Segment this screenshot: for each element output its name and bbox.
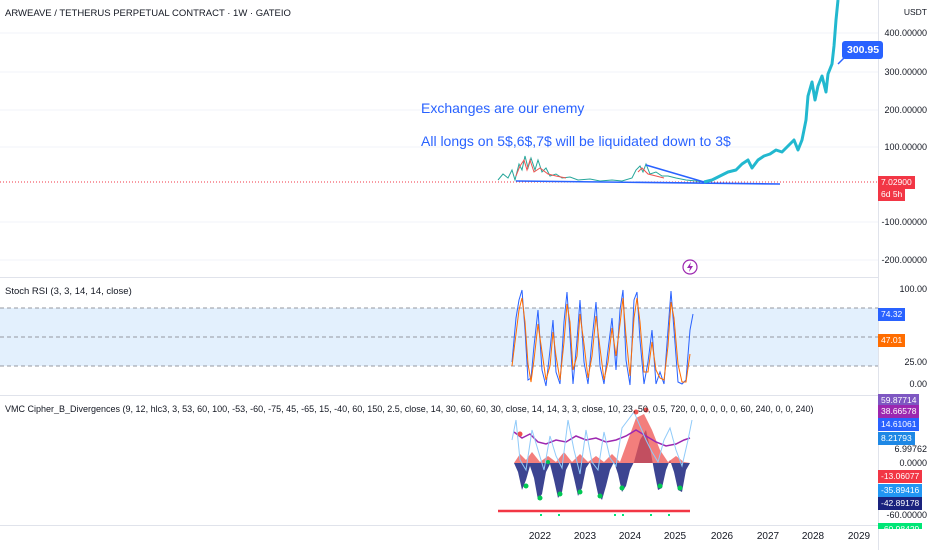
- symbol-title[interactable]: ARWEAVE / TETHERUS PERPETUAL CONTRACT · …: [5, 8, 291, 19]
- vmc-tag: -42.89178: [878, 497, 923, 510]
- vmc-tick: 0.0000: [899, 458, 927, 468]
- x-tick: 2023: [573, 531, 597, 542]
- vmc-buy-dots: [523, 460, 683, 501]
- projection-path: [703, 0, 840, 184]
- x-tick: 2028: [801, 531, 825, 542]
- pane-separator-stoch[interactable]: [0, 277, 932, 278]
- y-tick: 100.00000: [884, 142, 927, 152]
- x-tick: 2025: [663, 531, 687, 542]
- y-tick: -100.00000: [881, 217, 927, 227]
- x-tick: 2026: [710, 531, 734, 542]
- support-trendline: [515, 180, 781, 185]
- vmc-tag: -13.06077: [878, 470, 923, 483]
- stoch-k-tag: 74.32: [878, 308, 906, 321]
- vmc-mf-line: [513, 429, 691, 447]
- last-price-tag: 7.02900: [878, 176, 915, 189]
- x-tick: 2029: [847, 531, 871, 542]
- vmc-tag: 14.61061: [878, 418, 920, 431]
- time-axis-border: [0, 525, 932, 526]
- pane-separator-vmc[interactable]: [0, 395, 932, 396]
- vmc-wave-red: [514, 414, 690, 463]
- vmc-title[interactable]: VMC Cipher_B_Divergences (9, 12, hlc3, 3…: [5, 404, 814, 414]
- x-tick: 2024: [618, 531, 642, 542]
- price-axis[interactable]: USDT 400.00000 300.00000 200.00000 100.0…: [878, 0, 932, 550]
- y-tick: 400.00000: [884, 28, 927, 38]
- countdown-tag: 6d 5h: [878, 188, 906, 201]
- stoch-tick: 100.00: [899, 284, 927, 294]
- y-tick: 200.00000: [884, 105, 927, 115]
- stoch-title[interactable]: Stoch RSI (3, 3, 14, 14, close): [5, 286, 132, 297]
- x-tick: 2027: [756, 531, 780, 542]
- stoch-tick: 0.00: [909, 379, 927, 389]
- resistance-trendline: [645, 164, 705, 183]
- vmc-tag: -35.89416: [878, 484, 923, 497]
- vmc-tag: 8.21793: [878, 432, 915, 445]
- vmc-light-line: [511, 411, 693, 475]
- stoch-tick: 25.00: [904, 357, 927, 367]
- vmc-tick: 6.99762: [894, 444, 927, 454]
- annotation-line-1[interactable]: Exchanges are our enemy: [421, 100, 585, 116]
- vmc-sell-dots: [517, 407, 649, 437]
- x-tick: 2022: [528, 531, 552, 542]
- vmc-tag: 38.66578: [878, 405, 920, 418]
- y-tick: 300.00000: [884, 67, 927, 77]
- vmc-tick: -60.00000: [886, 510, 927, 520]
- target-price-label[interactable]: 300.95: [842, 41, 883, 59]
- stoch-d-line: [511, 297, 691, 383]
- vmc-tag: -60.98429: [878, 523, 923, 529]
- price-history-red: [515, 158, 665, 179]
- price-history-line: [497, 155, 705, 183]
- currency-label: USDT: [903, 7, 927, 17]
- annotation-line-2[interactable]: All longs on 5$,6$,7$ will be liquidated…: [421, 133, 731, 149]
- vmc-tag: 59.87714: [878, 394, 920, 407]
- stoch-d-tag: 47.01: [878, 334, 906, 347]
- y-tick: -200.00000: [881, 255, 927, 265]
- stoch-band: [0, 308, 878, 366]
